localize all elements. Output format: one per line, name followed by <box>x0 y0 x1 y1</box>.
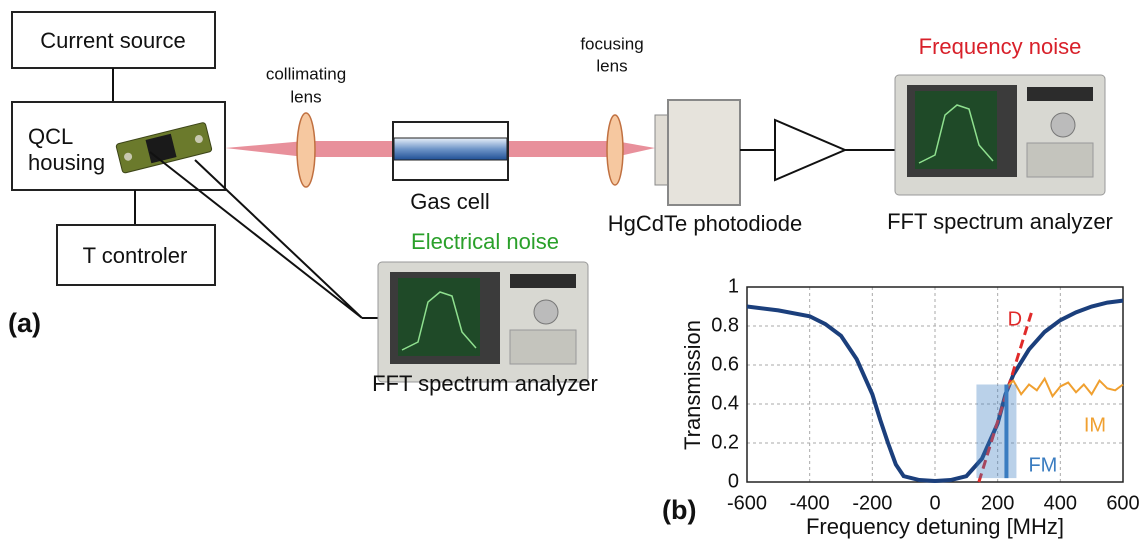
x-tick-label: 0 <box>929 492 940 514</box>
x-tick-label: -400 <box>790 492 830 514</box>
photodiode <box>668 100 740 205</box>
y-tick-label: 0.2 <box>711 431 739 453</box>
lens-label: lens <box>290 87 321 106</box>
series-line <box>1006 379 1124 397</box>
x-axis-label: Frequency detuning [MHz] <box>806 514 1064 539</box>
y-tick-label: 0 <box>728 470 739 492</box>
t-controller-label: T controler <box>83 243 188 268</box>
chart: -600 -400 -200 0 200 400 600 0 0.2 0.4 0.6 0.8 1 D IM F… <box>711 275 1140 514</box>
panel-label: (b) <box>662 495 696 525</box>
x-tick-label: -200 <box>852 492 892 514</box>
x-tick-label: -600 <box>727 492 767 514</box>
electrical-noise-label: Electrical noise <box>411 229 559 254</box>
y-tick-label: 1 <box>728 275 739 297</box>
x-tick-label: 600 <box>1106 492 1139 514</box>
series-label: D <box>1008 309 1022 331</box>
y-axis-label: Transmission <box>680 320 705 450</box>
analyzer-image <box>378 262 588 382</box>
analyzer-image <box>895 75 1105 195</box>
photodiode-label: HgCdTe photodiode <box>608 211 802 236</box>
panel-label: (a) <box>8 308 41 338</box>
frequency-noise-label: Frequency noise <box>919 34 1082 59</box>
analyzer-label: FFT spectrum analyzer <box>887 209 1113 234</box>
lens-label: collimating <box>266 64 346 83</box>
focusing-lens <box>607 115 623 185</box>
analyzer-label: FFT spectrum analyzer <box>372 371 598 396</box>
lens-label: focusing <box>580 34 643 53</box>
figure: Current source QCL housing T controler c… <box>0 0 1145 540</box>
y-tick-label: 0.4 <box>711 392 739 414</box>
amplifier <box>775 120 845 180</box>
collimating-lens <box>297 113 315 187</box>
series-label: IM <box>1084 414 1106 436</box>
lens-label: lens <box>596 56 627 75</box>
current-source-label: Current source <box>40 28 186 53</box>
series-label: FM <box>1028 454 1057 476</box>
gas-cell-core <box>394 138 507 160</box>
fm-noise-band <box>976 385 1016 479</box>
x-tick-label: 200 <box>981 492 1014 514</box>
qcl-housing-label: housing <box>28 150 105 175</box>
y-tick-label: 0.8 <box>711 314 739 336</box>
qcl-housing-label: QCL <box>28 124 73 149</box>
y-tick-label: 0.6 <box>711 353 739 375</box>
gas-cell-label: Gas cell <box>410 189 489 214</box>
x-tick-label: 400 <box>1044 492 1077 514</box>
